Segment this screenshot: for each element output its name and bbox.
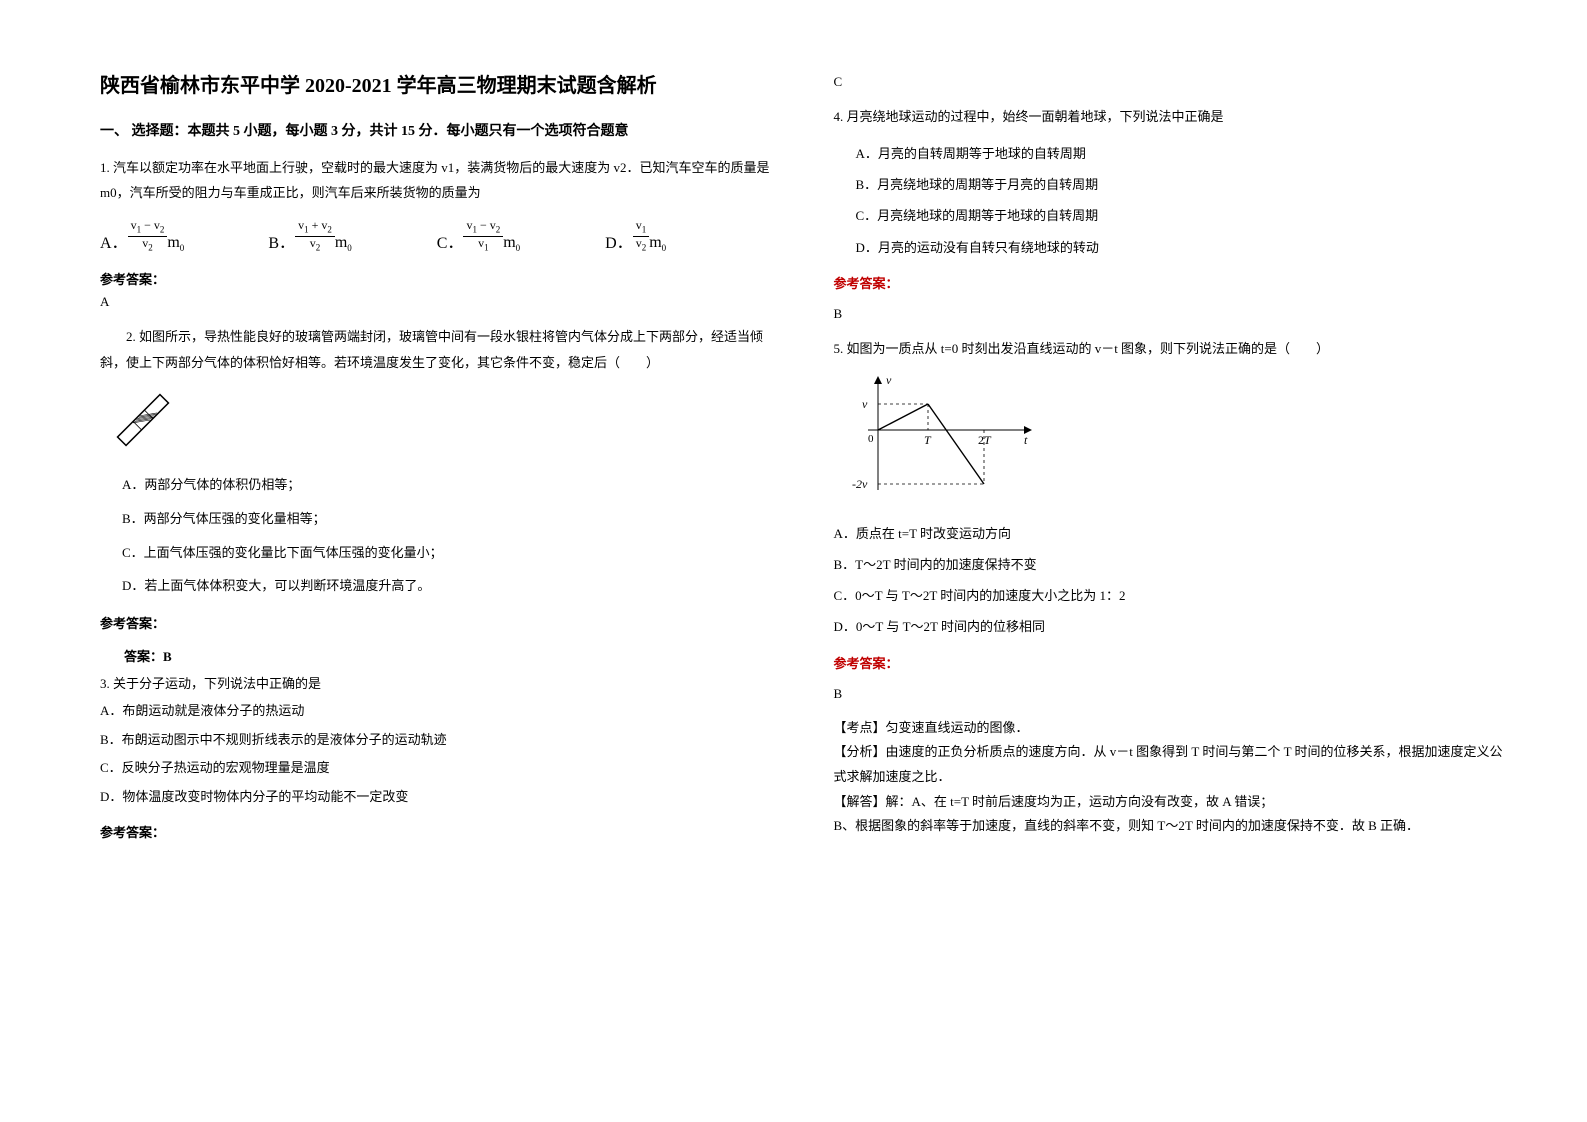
q1-c-frac: v1 − v2 v1 <box>463 219 503 253</box>
q2-option-a: A．两部分气体的体积仍相等； <box>122 468 774 502</box>
glass-tube-diagram <box>108 390 178 450</box>
graph-t-axis-label: t <box>1024 433 1028 447</box>
q1-c-label: C． <box>437 229 464 253</box>
q5-exp3: 【解答】解：A、在 t=T 时前后速度均为正，运动方向没有改变，故 A 错误； <box>834 790 1508 815</box>
q1-answer-label: 参考答案： <box>100 269 774 288</box>
q1-d-label: D． <box>605 229 633 253</box>
q2-answer-label: 参考答案： <box>100 613 774 632</box>
q5-option-c: C．0～T 与 T～2T 时间内的加速度大小之比为 1：2 <box>834 580 1508 611</box>
q3-stem: 3. 关于分子运动，下列说法中正确的是 <box>100 671 774 697</box>
q1-option-a: A． v1 − v2 v2 m0 <box>100 219 268 253</box>
graph-neg2v-tick: -2v <box>852 477 868 491</box>
q3-options: A．布朗运动就是液体分子的热运动 B．布朗运动图示中不规则折线表示的是液体分子的… <box>100 697 774 811</box>
q2-option-b: B．两部分气体压强的变化量相等； <box>122 502 774 536</box>
graph-origin: 0 <box>868 433 874 445</box>
q1-c-m0: m0 <box>503 234 520 253</box>
q1-d-frac: v1 v2 <box>633 219 650 253</box>
right-column: C 4. 月亮绕地球运动的过程中，始终一面朝着地球，下列说法中正确是 A．月亮的… <box>834 70 1508 1082</box>
section-heading: 一、 选择题：本题共 5 小题，每小题 3 分，共计 15 分．每小题只有一个选… <box>100 120 774 140</box>
q4-option-c: C．月亮绕地球的周期等于地球的自转周期 <box>856 200 1508 231</box>
graph-v-axis-label: v <box>886 373 892 387</box>
q5-options: A．质点在 t=T 时改变运动方向 B．T～2T 时间内的加速度保持不变 C．0… <box>834 518 1508 643</box>
q1-b-label: B． <box>268 229 295 253</box>
q5-option-b: B．T～2T 时间内的加速度保持不变 <box>834 549 1508 580</box>
q1-stem: 1. 汽车以额定功率在水平地面上行驶，空载时的最大速度为 v1，装满货物后的最大… <box>100 156 774 205</box>
q5-exp4: B、根据图象的斜率等于加速度，直线的斜率不变，则知 T～2T 时间内的加速度保持… <box>834 814 1508 839</box>
q3-option-a: A．布朗运动就是液体分子的热运动 <box>100 697 774 726</box>
q1-b-m0: m0 <box>335 234 352 253</box>
q2-answer: 答案：B <box>124 646 774 665</box>
q2-option-c: C．上面气体压强的变化量比下面气体压强的变化量小； <box>122 536 774 570</box>
left-column: 陕西省榆林市东平中学 2020-2021 学年高三物理期末试题含解析 一、 选择… <box>100 70 774 1082</box>
graph-v-tick: v <box>862 397 868 411</box>
q1-option-d: D． v1 v2 m0 <box>605 219 773 253</box>
q5-answer-label: 参考答案： <box>834 653 1508 672</box>
q4-option-d: D．月亮的运动没有自转只有绕地球的转动 <box>856 232 1508 263</box>
q2-stem: 2. 如图所示，导热性能良好的玻璃管两端封闭，玻璃管中间有一段水银柱将管内气体分… <box>100 324 774 376</box>
q3-answer: C <box>834 74 1508 90</box>
q2-options: A．两部分气体的体积仍相等； B．两部分气体压强的变化量相等； C．上面气体压强… <box>122 468 774 603</box>
q5-answer: B <box>834 686 1508 702</box>
q4-answer: B <box>834 306 1508 322</box>
q1-b-frac: v1 + v2 v2 <box>295 219 335 253</box>
q1-a-m0: m0 <box>167 234 184 253</box>
q1-options-row: A． v1 − v2 v2 m0 B． v1 + v2 v2 m0 C． v1 … <box>100 219 774 253</box>
graph-T-tick: T <box>924 433 932 447</box>
q1-d-m0: m0 <box>649 234 666 253</box>
vt-graph: v t 0 v -2v T 2T <box>838 370 1038 500</box>
q3-answer-label: 参考答案： <box>100 822 774 841</box>
q5-exp1: 【考点】匀变速直线运动的图像． <box>834 716 1508 741</box>
q3-option-b: B．布朗运动图示中不规则折线表示的是液体分子的运动轨迹 <box>100 726 774 755</box>
graph-2T-tick: 2T <box>978 433 992 447</box>
q4-options: A．月亮的自转周期等于地球的自转周期 B．月亮绕地球的周期等于月亮的自转周期 C… <box>856 138 1508 263</box>
q4-stem: 4. 月亮绕地球运动的过程中，始终一面朝着地球，下列说法中正确是 <box>834 104 1508 130</box>
q1-a-frac: v1 − v2 v2 <box>128 219 168 253</box>
q2-option-d: D．若上面气体体积变大，可以判断环境温度升高了。 <box>122 569 774 603</box>
q3-option-c: C．反映分子热运动的宏观物理量是温度 <box>100 754 774 783</box>
q1-a-label: A． <box>100 229 128 253</box>
q3-option-d: D．物体温度改变时物体内分子的平均动能不一定改变 <box>100 783 774 812</box>
q5-option-a: A．质点在 t=T 时改变运动方向 <box>834 518 1508 549</box>
q4-answer-label: 参考答案： <box>834 273 1508 292</box>
q4-option-b: B．月亮绕地球的周期等于月亮的自转周期 <box>856 169 1508 200</box>
q1-option-c: C． v1 − v2 v1 m0 <box>437 219 605 253</box>
q5-exp2: 【分析】由速度的正负分析质点的速度方向．从 v－t 图象得到 T 时间与第二个 … <box>834 740 1508 789</box>
q4-option-a: A．月亮的自转周期等于地球的自转周期 <box>856 138 1508 169</box>
q5-stem: 5. 如图为一质点从 t=0 时刻出发沿直线运动的 v－t 图象，则下列说法正确… <box>834 336 1508 362</box>
q1-answer: A <box>100 294 774 310</box>
document-title: 陕西省榆林市东平中学 2020-2021 学年高三物理期末试题含解析 <box>100 70 774 102</box>
q1-option-b: B． v1 + v2 v2 m0 <box>268 219 436 253</box>
q5-option-d: D．0～T 与 T～2T 时间内的位移相同 <box>834 611 1508 642</box>
